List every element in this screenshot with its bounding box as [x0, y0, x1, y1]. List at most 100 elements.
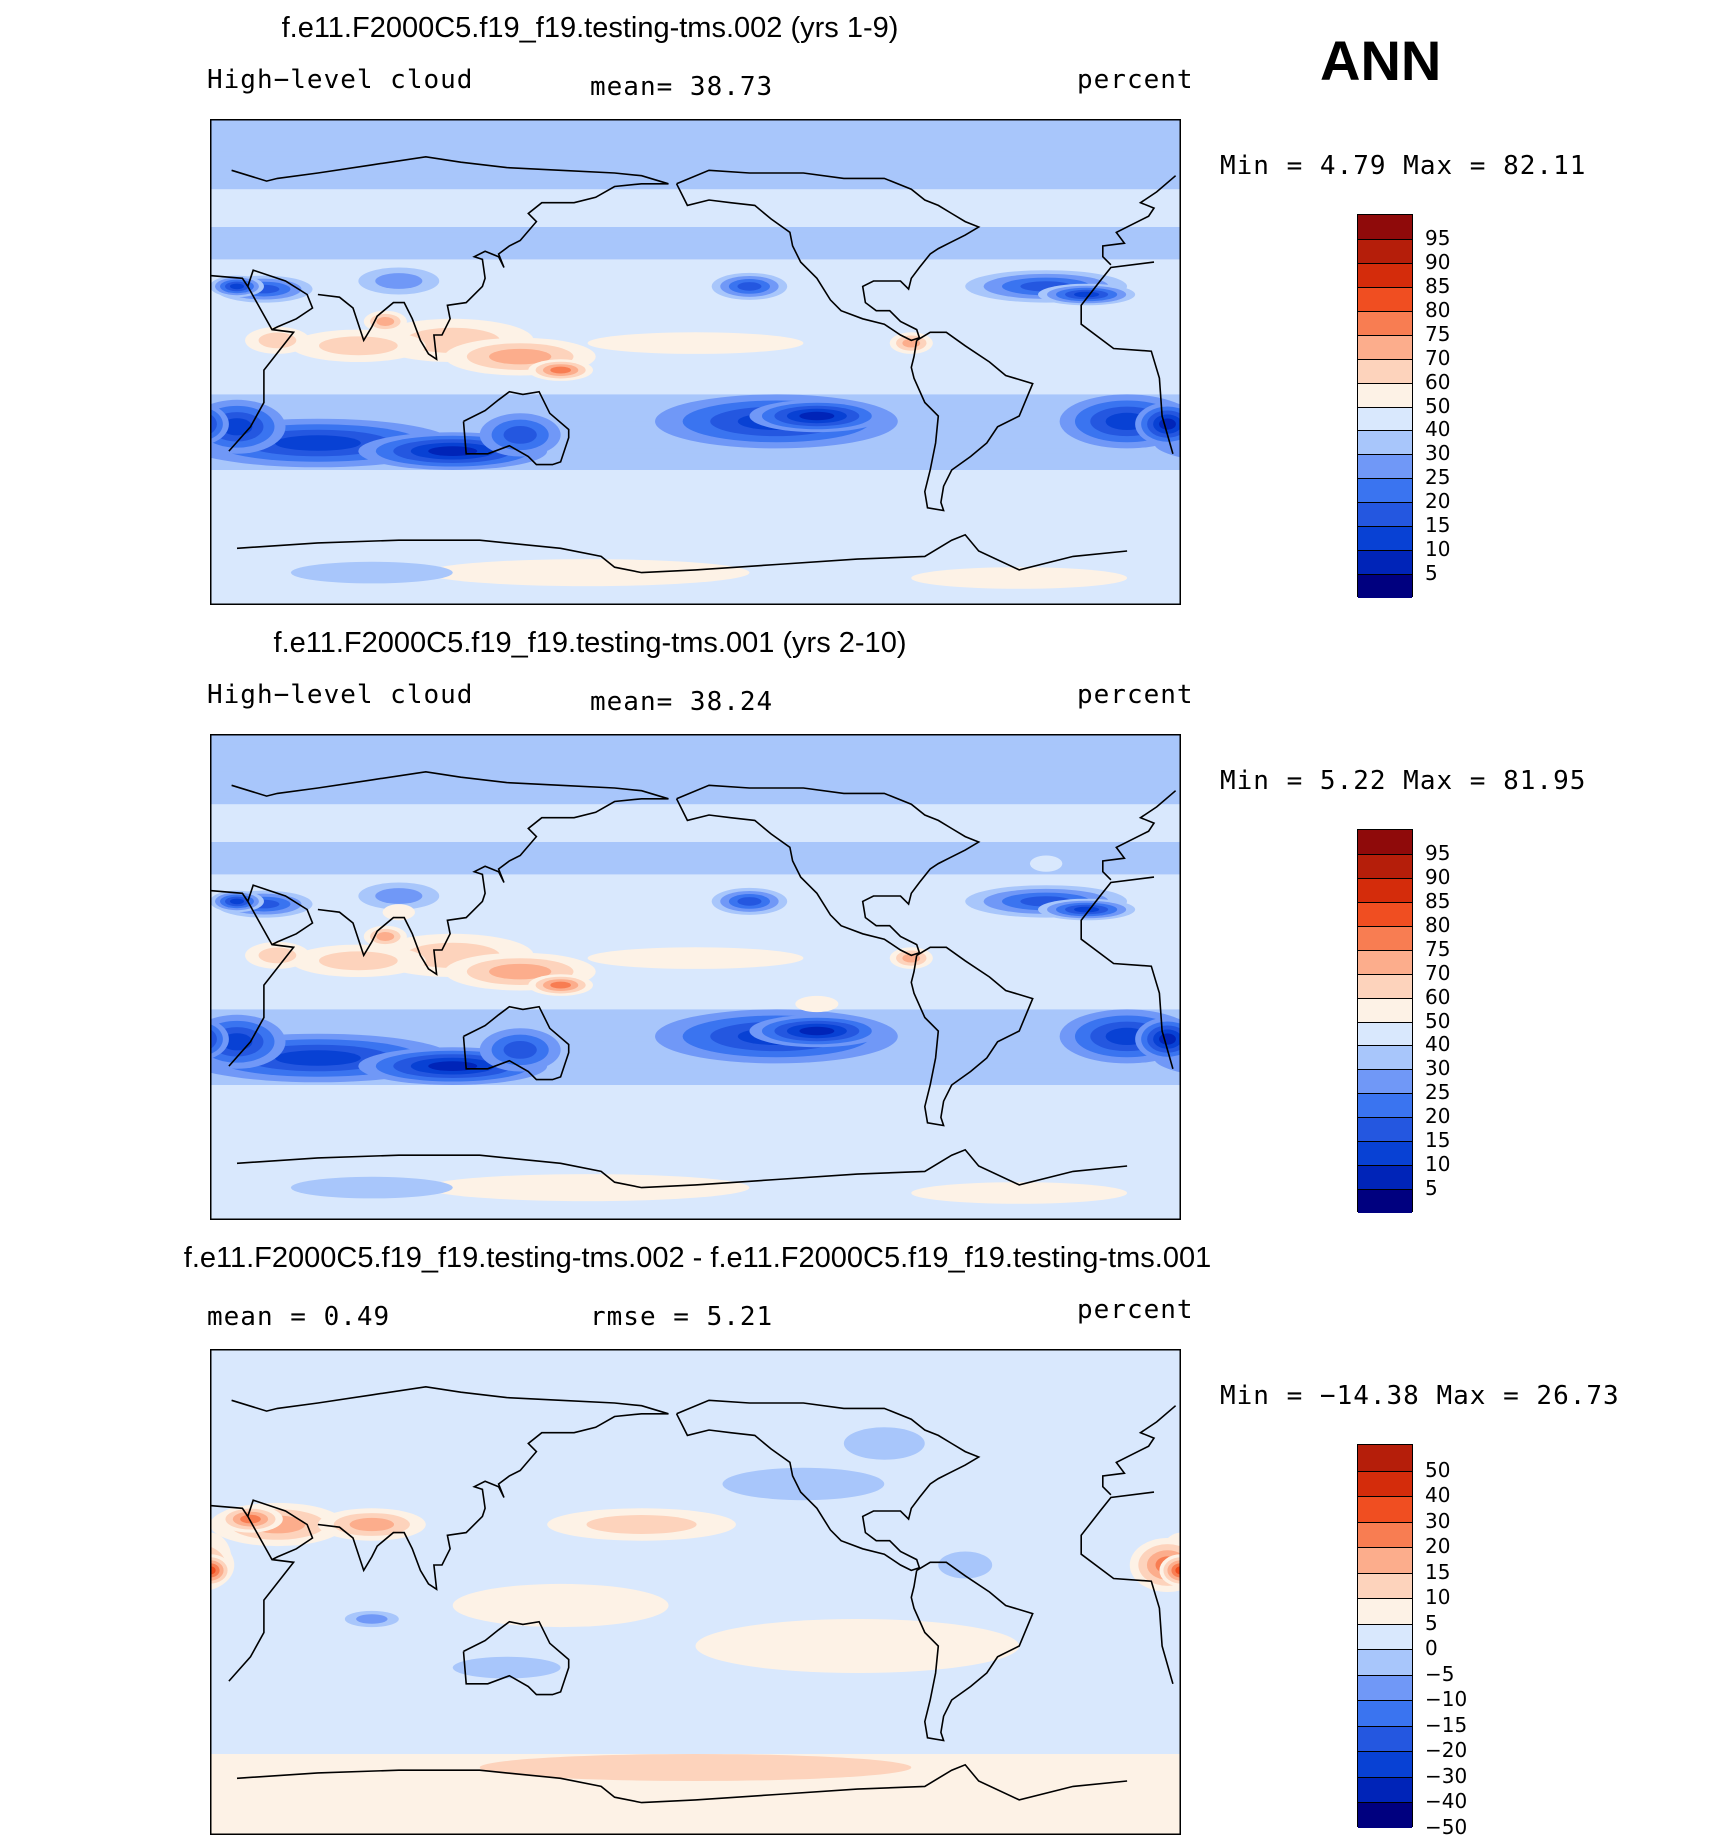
- field-band: [210, 372, 1181, 379]
- field-band: [210, 869, 1181, 875]
- colorbar-tick-label: 70: [1425, 345, 1451, 370]
- field-band: [210, 1808, 1181, 1814]
- field-band: [210, 804, 1181, 811]
- field-band: [210, 1058, 1181, 1064]
- field-band: [210, 1122, 1181, 1129]
- field-band: [210, 1484, 1181, 1490]
- panel-3-min-max: Min = −14.38 Max = 26.73: [1220, 1381, 1620, 1411]
- field-band: [210, 491, 1181, 498]
- colorbar-swatch: [1358, 286, 1412, 311]
- contour-region: [452, 1583, 669, 1628]
- contour-region: [375, 273, 423, 289]
- field-band: [210, 1824, 1181, 1831]
- field-band: [210, 1386, 1181, 1393]
- colorbar-tick-label: 60: [1425, 984, 1451, 1009]
- field-band: [210, 1451, 1181, 1458]
- colorbar-swatch: [1358, 1189, 1412, 1213]
- contour-region: [382, 904, 415, 921]
- panel-1-units: percent: [1077, 65, 1194, 95]
- contour-region: [737, 897, 762, 906]
- contour-region: [938, 1551, 993, 1579]
- field-band: [210, 281, 1181, 287]
- coastline: [462, 390, 570, 466]
- colorbar-swatch: [1358, 973, 1412, 998]
- field-band: [210, 367, 1181, 374]
- field-band: [210, 782, 1181, 789]
- field-band: [210, 302, 1181, 309]
- contour-region: [695, 1619, 1020, 1673]
- field-band: [210, 1203, 1181, 1210]
- field-band: [210, 227, 1181, 233]
- contour-region: [290, 561, 453, 584]
- field-band: [210, 1781, 1181, 1787]
- colorbar-tick-label: 5: [1425, 561, 1438, 586]
- colorbar-tick-label: 85: [1425, 273, 1451, 298]
- colorbar-swatch: [1358, 1547, 1412, 1573]
- contour-region: [452, 1656, 561, 1679]
- contour-region: [587, 947, 804, 969]
- colorbar-swatch: [1358, 1165, 1412, 1190]
- contour-region: [210, 1028, 217, 1050]
- contour-region: [240, 1514, 261, 1524]
- field-band: [210, 793, 1181, 800]
- contour-region: [376, 932, 395, 941]
- contour-region: [356, 1614, 388, 1624]
- colorbar-swatch: [1358, 526, 1412, 551]
- coastline: [1080, 876, 1174, 1070]
- field-band: [210, 1619, 1181, 1625]
- colorbar-tick-label: 75: [1425, 321, 1451, 346]
- contour-region: [319, 336, 398, 356]
- colorbar-tick-label: 25: [1425, 1080, 1451, 1105]
- colorbar-tick-label: 50: [1425, 393, 1451, 418]
- field-band: [210, 556, 1181, 563]
- field-band: [210, 599, 1181, 605]
- field-band: [210, 1085, 1181, 1091]
- field-band: [210, 1160, 1181, 1167]
- field-band: [210, 135, 1181, 142]
- contour-region: [489, 348, 552, 365]
- field-band: [210, 502, 1181, 509]
- field-band: [210, 264, 1181, 271]
- colorbar-swatch: [1358, 406, 1412, 431]
- contour-region: [737, 282, 762, 291]
- colorbar-tick-label: 40: [1425, 1483, 1451, 1508]
- field-band: [210, 852, 1181, 859]
- field-band: [210, 248, 1181, 255]
- coastline: [247, 1499, 314, 1561]
- field-band: [210, 1149, 1181, 1156]
- field-band: [210, 1068, 1181, 1075]
- coastline: [210, 1504, 296, 1682]
- field-band: [210, 183, 1181, 190]
- field-band: [210, 1673, 1181, 1679]
- field-band: [210, 1435, 1181, 1442]
- contour-region: [376, 317, 395, 326]
- colorbar-tick-label: 90: [1425, 864, 1451, 889]
- field-band: [210, 933, 1181, 940]
- field-band: [210, 912, 1181, 919]
- field-band: [210, 1818, 1181, 1825]
- panel-3-colorbar: [1357, 1444, 1413, 1828]
- field-band: [210, 1721, 1181, 1728]
- field-band: [210, 928, 1181, 935]
- colorbar-tick-label: 60: [1425, 369, 1451, 394]
- field-band: [210, 1640, 1181, 1647]
- field-band: [210, 540, 1181, 547]
- field-band: [210, 1413, 1181, 1420]
- field-band: [210, 1613, 1181, 1620]
- coastline: [462, 1005, 570, 1081]
- colorbar-swatch: [1358, 997, 1412, 1022]
- field-band: [210, 1349, 1181, 1355]
- field-band: [210, 124, 1181, 131]
- field-band: [210, 1743, 1181, 1750]
- field-band: [210, 1063, 1181, 1070]
- field-band: [210, 1705, 1181, 1712]
- field-band: [210, 194, 1181, 201]
- colorbar-tick-label: 70: [1425, 960, 1451, 985]
- coastline: [236, 1763, 1128, 1804]
- panel-1-mean: mean= 38.73: [590, 72, 774, 102]
- field-band: [210, 378, 1181, 385]
- field-band: [210, 993, 1181, 1000]
- field-band: [210, 1457, 1181, 1463]
- colorbar-swatch: [1358, 1649, 1412, 1675]
- field-band: [210, 750, 1181, 757]
